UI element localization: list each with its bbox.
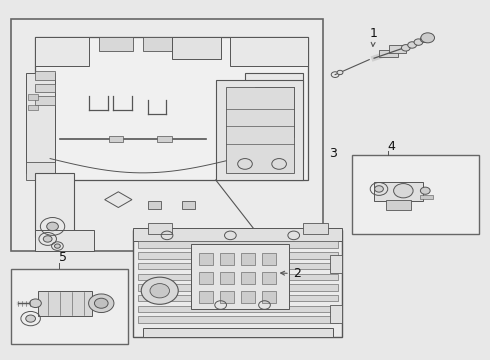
Bar xyxy=(389,45,406,53)
Bar xyxy=(192,244,289,309)
Bar xyxy=(225,87,294,173)
Bar xyxy=(138,263,338,269)
Bar xyxy=(262,291,276,303)
Bar xyxy=(157,136,172,142)
Bar xyxy=(241,291,255,303)
Bar xyxy=(241,272,255,284)
Text: 1: 1 xyxy=(370,27,378,46)
Bar xyxy=(216,80,303,180)
Text: 5: 5 xyxy=(59,251,67,265)
Bar xyxy=(379,50,398,58)
Bar xyxy=(11,269,128,344)
Bar xyxy=(255,87,294,137)
Circle shape xyxy=(420,36,429,42)
Bar xyxy=(172,37,220,59)
Circle shape xyxy=(89,294,114,312)
Circle shape xyxy=(54,244,60,248)
Bar xyxy=(386,200,411,210)
Bar xyxy=(138,242,338,248)
Bar xyxy=(330,305,343,323)
Bar xyxy=(303,223,328,234)
Bar xyxy=(138,306,338,312)
Circle shape xyxy=(47,222,58,231)
Bar xyxy=(38,291,92,316)
Bar xyxy=(220,253,234,265)
Bar xyxy=(199,291,213,303)
Bar xyxy=(138,252,338,258)
Circle shape xyxy=(337,70,343,75)
Circle shape xyxy=(393,184,413,198)
Text: 4: 4 xyxy=(388,140,395,153)
Bar xyxy=(138,274,338,280)
Bar xyxy=(262,253,276,265)
Bar xyxy=(352,155,479,234)
Bar xyxy=(262,272,276,284)
Circle shape xyxy=(271,144,277,148)
Bar xyxy=(26,162,55,180)
Circle shape xyxy=(26,315,35,322)
Circle shape xyxy=(421,33,435,43)
Bar xyxy=(245,73,303,158)
Bar xyxy=(11,19,323,251)
Bar xyxy=(143,328,333,337)
Bar xyxy=(199,253,213,265)
Bar xyxy=(99,37,133,51)
Bar xyxy=(220,291,234,303)
Circle shape xyxy=(141,277,178,304)
Bar xyxy=(28,105,38,111)
Circle shape xyxy=(374,186,383,192)
Bar xyxy=(133,230,343,337)
Circle shape xyxy=(408,42,416,48)
Bar xyxy=(133,228,343,241)
Bar xyxy=(230,37,308,66)
Bar xyxy=(199,272,213,284)
Bar xyxy=(35,230,94,251)
Bar xyxy=(138,295,338,301)
Text: 3: 3 xyxy=(329,147,337,160)
Circle shape xyxy=(150,284,170,298)
Bar xyxy=(182,201,196,208)
Circle shape xyxy=(95,298,108,308)
Circle shape xyxy=(43,236,52,242)
Bar xyxy=(147,201,161,208)
Bar xyxy=(26,73,55,173)
Bar xyxy=(35,37,308,180)
Bar xyxy=(35,37,89,66)
Bar xyxy=(35,173,74,237)
Bar xyxy=(374,182,423,202)
Bar xyxy=(330,255,343,273)
Bar xyxy=(138,316,338,323)
Bar xyxy=(143,37,172,51)
Text: 2: 2 xyxy=(281,267,301,280)
Circle shape xyxy=(414,39,423,45)
Bar xyxy=(35,96,55,105)
Circle shape xyxy=(401,45,410,51)
Bar xyxy=(35,71,55,80)
Circle shape xyxy=(420,187,430,194)
Bar xyxy=(147,223,172,234)
Bar xyxy=(109,136,123,142)
Bar xyxy=(35,84,55,93)
Bar xyxy=(220,272,234,284)
Bar xyxy=(241,253,255,265)
Bar xyxy=(420,195,433,199)
Circle shape xyxy=(30,299,41,307)
Polygon shape xyxy=(105,192,132,207)
Bar xyxy=(138,284,338,291)
Bar xyxy=(28,94,38,100)
